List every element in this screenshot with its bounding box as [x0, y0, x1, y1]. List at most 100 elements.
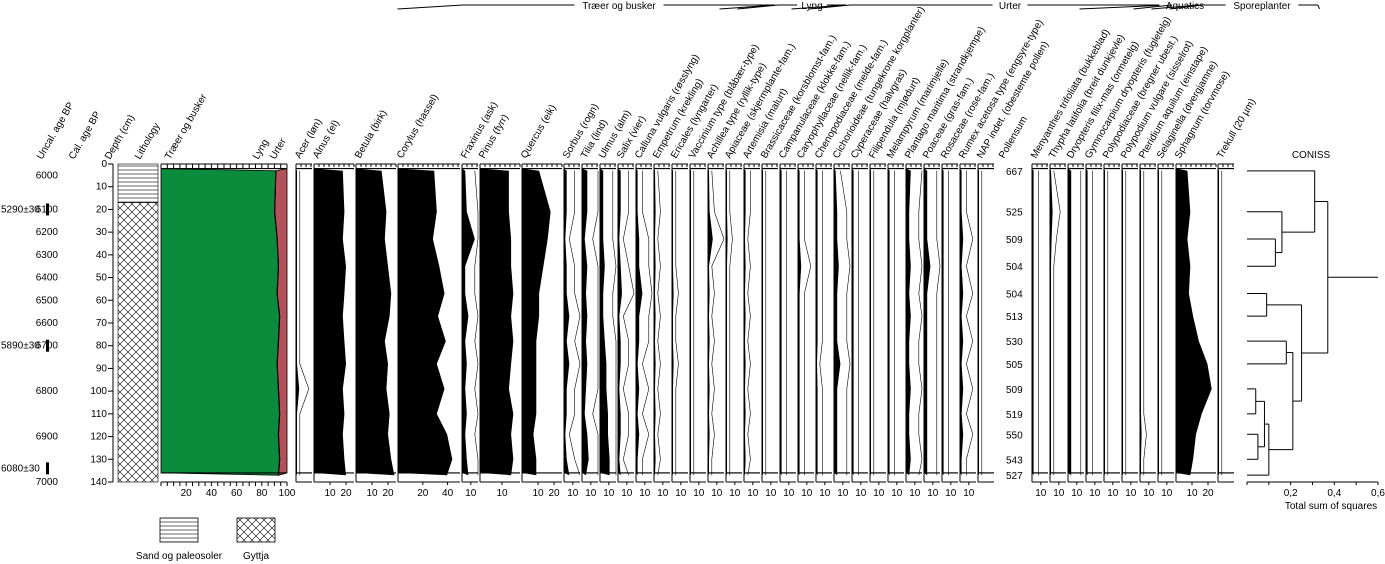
taxon-name: Corylus (hassel)	[395, 92, 441, 160]
taxon-tick-label: 10	[366, 488, 378, 499]
taxon-tick-label: 10	[855, 488, 867, 499]
group-header-bg	[992, 0, 1028, 10]
cal-age-tick-label: 6400	[36, 273, 59, 284]
taxon-name: Trekull (20 µm)	[1215, 97, 1258, 161]
taxon-tick-label: 10	[729, 488, 741, 499]
taxon-exaggeration	[642, 170, 653, 476]
legend-label: Sand og paleosoler	[136, 551, 223, 562]
depth-tick-label: 90	[96, 363, 108, 374]
taxon-curve	[942, 168, 944, 476]
taxon-tick-label: 10	[465, 488, 477, 499]
taxon-tick-label: 40	[442, 488, 454, 499]
taxon-curve	[564, 168, 570, 476]
taxon-exaggeration	[299, 170, 310, 476]
depth-tick-label: 0	[101, 159, 107, 170]
taxon-exaggeration	[804, 170, 812, 476]
group-header-connector	[791, 4, 847, 10]
taxon-curve	[600, 168, 610, 476]
taxon-exaggeration	[657, 170, 661, 476]
depth-tick-label: 100	[90, 386, 107, 397]
pollensum-value: 504	[1006, 289, 1023, 300]
group-header-connector	[719, 4, 776, 10]
cal-age-tick-label: 7000	[36, 477, 59, 488]
depth-tick-label: 80	[96, 341, 108, 352]
pollensum-value: 530	[1006, 337, 1023, 348]
taxon-tick-label: 10	[1071, 488, 1083, 499]
coniss-dendrogram: CONISS 0,2 0,4 0,6 Total sum of squares	[1246, 150, 1385, 512]
group-header-connector	[1079, 4, 1170, 10]
summary-trees-label: Træer og busker	[163, 92, 210, 162]
depth-tick-label: 130	[90, 454, 107, 465]
taxon-tick-label: 20	[382, 488, 394, 499]
taxon-tick-label: 20	[340, 488, 352, 499]
taxon-tick-label: 10	[963, 488, 975, 499]
taxon-curve	[398, 168, 453, 476]
group-header-label: Lyng	[801, 1, 822, 12]
taxon-curve	[852, 168, 854, 476]
summary-tick-label: 20	[181, 488, 193, 499]
taxon-tick-label: 10	[496, 488, 508, 499]
cal-age-tick-label: 6800	[36, 386, 59, 397]
group-header-connector	[1133, 4, 1173, 10]
summary-herbs-label: Urter	[268, 136, 289, 161]
taxon-curve	[726, 168, 728, 476]
taxon-curve	[762, 168, 763, 476]
taxon-tick-label: 10	[1089, 488, 1101, 499]
taxon-exaggeration	[729, 170, 733, 476]
taxon-tick-label: 10	[783, 488, 795, 499]
taxon-curve	[480, 168, 514, 476]
taxon-curve	[636, 168, 643, 476]
taxon-exaggeration	[1143, 170, 1147, 476]
group-header-bg	[1225, 0, 1299, 10]
taxon-curve	[1176, 168, 1212, 476]
taxon-exaggeration	[819, 170, 823, 476]
taxon-tick-label: 20	[1202, 488, 1214, 499]
legend-label: Gyttja	[243, 551, 270, 562]
taxon-tick-label: 10	[1053, 488, 1065, 499]
taxon-curve	[744, 168, 746, 476]
taxon-tick-label: 10	[1125, 488, 1137, 499]
taxon-exaggeration	[936, 170, 941, 476]
taxon-exaggeration	[1053, 170, 1061, 476]
group-header-connector	[809, 4, 851, 10]
pollensum-value: 550	[1006, 430, 1023, 441]
taxon-tick-label: 10	[1035, 488, 1047, 499]
radiocarbon-date-label: 5890±30	[1, 341, 40, 352]
cal-age-tick-label: 6900	[36, 432, 59, 443]
group-header-connector	[397, 4, 464, 10]
taxon-name: Quercus (eik)	[519, 103, 559, 160]
taxon-exaggeration	[675, 170, 679, 476]
taxon-tick-label: 20	[548, 488, 560, 499]
cal-age-label: Cal. age BP	[67, 109, 103, 161]
taxon-curve	[798, 168, 802, 476]
taxon-40: Trekull (20 µm)	[1215, 97, 1258, 483]
coniss-tick-label: 0,6	[1371, 488, 1385, 499]
depth-tick-label: 10	[96, 182, 108, 193]
taxon-tick-label: 10	[1161, 488, 1173, 499]
taxon-curve	[1068, 168, 1072, 476]
depth-tick-label: 50	[96, 273, 108, 284]
taxon-tick-label: 10	[747, 488, 759, 499]
depth-label: Depth (cm)	[103, 113, 137, 161]
group-header-connector	[1151, 4, 1199, 10]
litho-gyttja-layer	[117, 202, 159, 483]
summary-heath-label: Lyng	[251, 138, 271, 162]
taxon-tick-label: 10	[639, 488, 651, 499]
taxon-curve	[960, 168, 964, 476]
taxon-curve	[1158, 168, 1159, 476]
coniss-tick-label: 0,4	[1327, 488, 1341, 499]
taxon-curve	[834, 168, 841, 476]
taxon-name: Betula (birk)	[353, 108, 389, 160]
group-header-label: Træer og busker	[582, 1, 656, 12]
summary-tick-label: 80	[256, 488, 268, 499]
depth-tick-label: 140	[90, 477, 107, 488]
taxon-tick-label: 10	[909, 488, 921, 499]
taxon-2: 10 20 Betula (birk)	[353, 108, 397, 499]
group-header-label: Sporeplanter	[1233, 1, 1291, 12]
taxon-tick-label: 10	[603, 488, 615, 499]
taxon-curve	[708, 168, 713, 476]
